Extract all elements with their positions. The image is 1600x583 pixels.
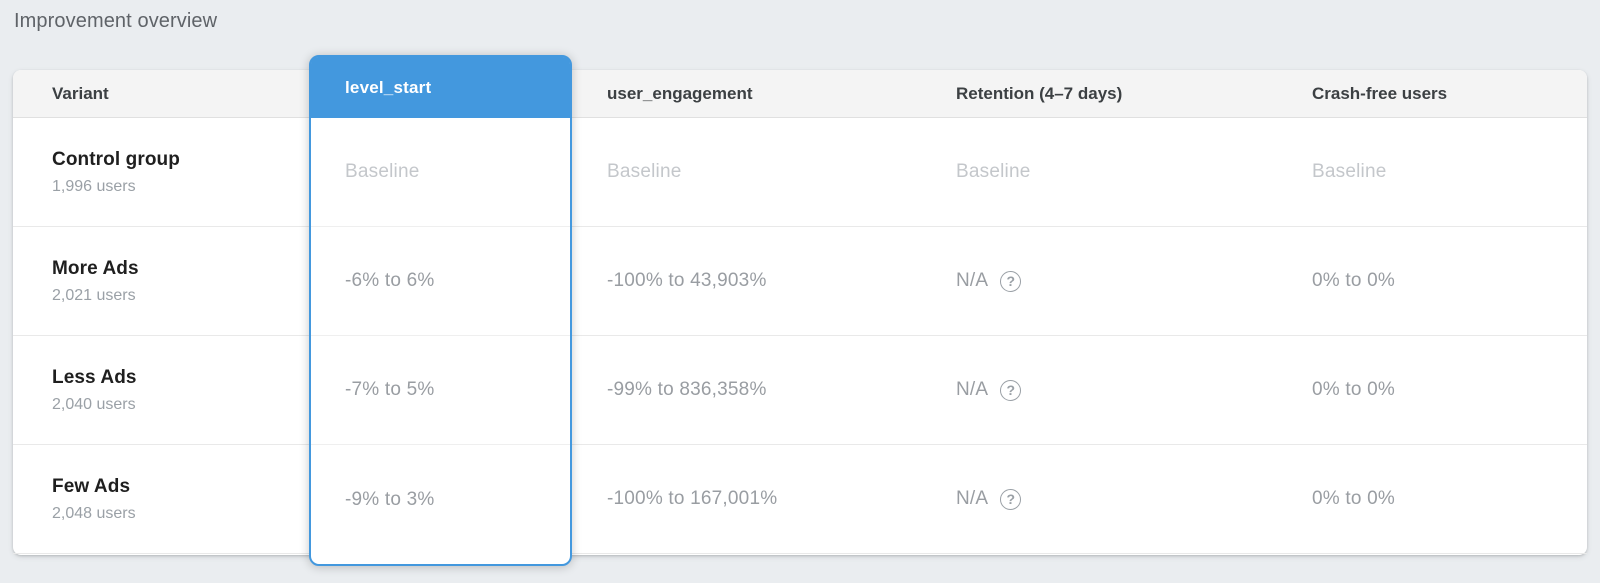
level-start-cell: -9% to 3% [311, 445, 570, 554]
retention-value: N/A [956, 488, 989, 509]
crash-free-value: Baseline [1312, 161, 1387, 182]
user-engagement-value: Baseline [607, 161, 682, 182]
variant-cell: Few Ads 2,048 users [13, 445, 309, 553]
column-header-variant: Variant [52, 83, 109, 103]
user-engagement-value: -100% to 167,001% [607, 488, 778, 509]
variant-user-count: 2,021 users [52, 286, 136, 304]
variant-cell: More Ads 2,021 users [13, 227, 309, 335]
level-start-value: -7% to 5% [345, 379, 435, 400]
help-icon[interactable]: ? [1000, 379, 1022, 401]
variant-name: Few Ads [52, 475, 131, 497]
level-start-cell: Baseline [311, 118, 570, 227]
column-header-crash-free[interactable]: Crash-free users [1312, 83, 1448, 103]
page-title: Improvement overview [14, 10, 218, 32]
user-engagement-value: -99% to 836,358% [607, 379, 767, 400]
level-start-cell: -6% to 6% [311, 227, 570, 336]
column-header-user-engagement[interactable]: user_engagement [607, 83, 753, 103]
variant-user-count: 1,996 users [52, 177, 136, 195]
table-row: Control group 1,996 users Baseline Basel… [13, 118, 1587, 227]
table-row: Few Ads 2,048 users -100% to 167,001% N/… [13, 445, 1587, 554]
variant-name: Control group [52, 148, 180, 170]
user-engagement-value: -100% to 43,903% [607, 270, 767, 291]
level-start-value: Baseline [345, 161, 420, 182]
help-icon[interactable]: ? [1000, 488, 1022, 510]
column-header-level-start[interactable]: level_start [311, 57, 570, 118]
level-start-value: -6% to 6% [345, 270, 435, 291]
variant-user-count: 2,040 users [52, 395, 136, 413]
selected-metric-column: level_start Baseline -6% to 6% -7% to 5%… [309, 55, 572, 566]
level-start-cell: -7% to 5% [311, 336, 570, 445]
help-icon[interactable]: ? [1000, 270, 1022, 292]
retention-value: Baseline [956, 161, 1031, 182]
variant-cell: Less Ads 2,040 users [13, 336, 309, 444]
crash-free-value: 0% to 0% [1312, 488, 1395, 509]
variant-cell: Control group 1,996 users [13, 118, 309, 226]
crash-free-value: 0% to 0% [1312, 270, 1395, 291]
retention-value: N/A [956, 270, 989, 291]
level-start-value: -9% to 3% [345, 488, 435, 510]
retention-value: N/A [956, 379, 989, 400]
variant-name: Less Ads [52, 366, 137, 388]
column-header-retention[interactable]: Retention (4–7 days) [956, 83, 1123, 103]
table-header-row: Variant user_engagement Retention (4–7 d… [13, 70, 1587, 118]
variant-name: More Ads [52, 257, 139, 279]
improvement-overview-table: Variant user_engagement Retention (4–7 d… [13, 55, 1587, 566]
table-row: More Ads 2,021 users -100% to 43,903% N/… [13, 227, 1587, 336]
crash-free-value: 0% to 0% [1312, 379, 1395, 400]
variant-user-count: 2,048 users [52, 504, 136, 522]
table-row: Less Ads 2,040 users -99% to 836,358% N/… [13, 336, 1587, 445]
